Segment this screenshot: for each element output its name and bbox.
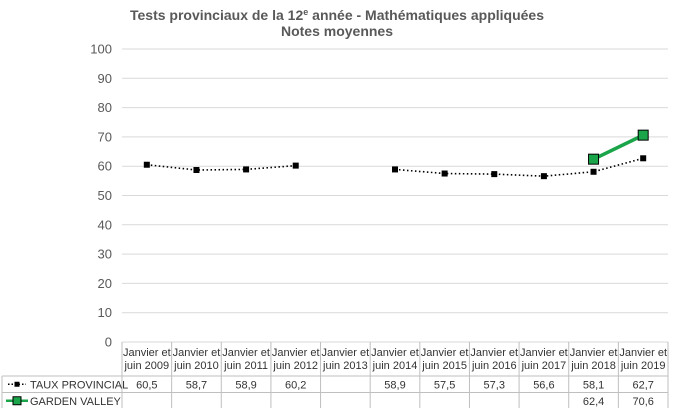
y-tick-label: 30: [98, 247, 112, 262]
data-point: [292, 162, 299, 169]
data-point: [637, 129, 649, 141]
data-label: 57,5: [434, 379, 455, 391]
data-point: [243, 166, 250, 173]
category-label: Janvier et: [371, 347, 419, 359]
y-tick-label: 20: [98, 276, 112, 291]
y-tick-label: 40: [98, 217, 112, 232]
y-tick-label: 90: [98, 71, 112, 86]
data-point: [588, 153, 600, 165]
series-lines: [146, 133, 644, 177]
data-label: 62,4: [583, 396, 604, 408]
series-line: [146, 163, 296, 171]
category-label: juin 2019: [620, 360, 666, 372]
data-label: 58,9: [235, 379, 256, 391]
data-point: [640, 155, 647, 162]
category-label: Janvier et: [222, 347, 270, 359]
category-label: Janvier et: [272, 347, 320, 359]
category-label: Janvier et: [421, 347, 469, 359]
y-tick-label: 70: [98, 129, 112, 144]
y-tick-label: 0: [105, 335, 112, 350]
legend-key-marker: [12, 396, 22, 406]
category-label: juin 2018: [570, 360, 616, 372]
category-label: Janvier et: [470, 347, 518, 359]
data-label: 60,5: [136, 379, 157, 391]
data-point: [590, 168, 597, 175]
y-tick-label: 80: [98, 100, 112, 115]
data-label: 58,7: [186, 379, 207, 391]
gridlines: [122, 48, 668, 343]
data-point: [540, 173, 547, 180]
series-points: [143, 129, 649, 180]
y-tick-label: 50: [98, 188, 112, 203]
y-tick-label: 60: [98, 159, 112, 174]
category-label: juin 2012: [272, 360, 318, 372]
category-label: Janvier et: [520, 347, 568, 359]
category-label: Janvier et: [619, 347, 667, 359]
category-label: juin 2016: [471, 360, 517, 372]
data-label: 57,3: [484, 379, 505, 391]
data-label: 56,6: [533, 379, 554, 391]
data-point: [491, 171, 498, 178]
legend-label: TAUX PROVINCIAL: [30, 379, 128, 391]
category-label: juin 2014: [372, 360, 418, 372]
category-label: juin 2010: [173, 360, 219, 372]
data-label: 60,2: [285, 379, 306, 391]
series-line: [394, 157, 644, 177]
data-label: 58,9: [384, 379, 405, 391]
data-point: [193, 167, 200, 174]
legend-key-marker: [14, 381, 20, 387]
category-label: juin 2017: [521, 360, 567, 372]
category-label: Janvier et: [123, 347, 171, 359]
data-point: [143, 161, 150, 168]
y-axis: 0 10 20 30 40 50 60 70 80 90 100: [90, 42, 112, 350]
data-point: [441, 170, 448, 177]
category-label: Janvier et: [322, 347, 370, 359]
data-label: 70,6: [632, 396, 653, 408]
category-label: juin 2009: [123, 360, 169, 372]
data-label: 62,7: [632, 379, 653, 391]
category-label: Janvier et: [173, 347, 221, 359]
data-point: [392, 166, 398, 173]
legend-label: GARDEN VALLEY: [30, 396, 122, 408]
y-tick-label: 100: [90, 42, 112, 57]
category-label: juin 2013: [322, 360, 368, 372]
y-tick-label: 10: [98, 305, 112, 320]
category-label: Janvier et: [570, 347, 618, 359]
category-label: juin 2011: [223, 360, 268, 372]
chart-title-line-1: Tests provinciaux de la 12e année - Math…: [130, 7, 544, 23]
chart-title-line-2: Notes moyennes: [281, 23, 393, 39]
data-label: 58,1: [583, 379, 604, 391]
category-label: juin 2015: [421, 360, 467, 372]
series-line: [592, 133, 644, 161]
